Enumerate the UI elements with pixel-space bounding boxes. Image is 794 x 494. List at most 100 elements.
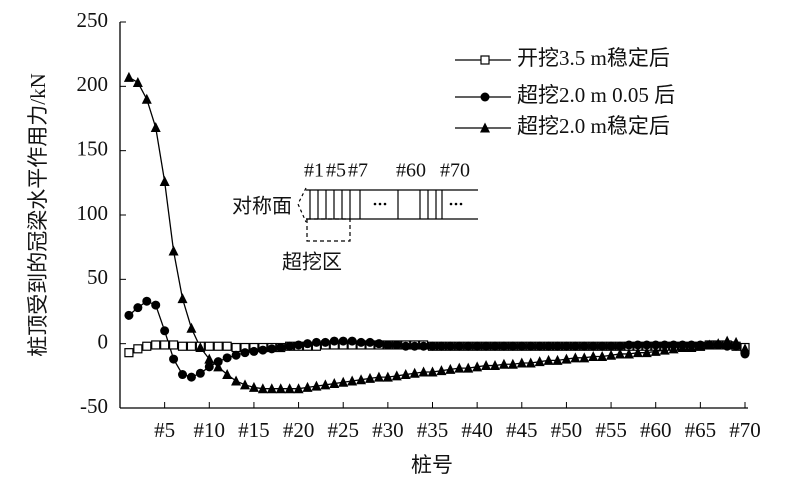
- marker: [204, 341, 214, 351]
- marker: [186, 322, 197, 333]
- dot: [454, 202, 458, 206]
- marker: [159, 176, 170, 187]
- marker: [623, 348, 634, 359]
- marker: [178, 370, 187, 380]
- marker: [258, 345, 268, 355]
- marker: [553, 341, 562, 351]
- marker: [650, 345, 661, 356]
- marker: [204, 353, 215, 364]
- dot: [383, 202, 387, 206]
- marker: [124, 310, 134, 320]
- marker: [516, 357, 527, 368]
- marker: [133, 303, 143, 313]
- marker: [588, 351, 599, 362]
- marker: [526, 341, 536, 351]
- marker: [543, 354, 554, 365]
- marker: [222, 369, 233, 380]
- marker: [231, 375, 242, 386]
- marker: [677, 342, 688, 353]
- marker: [722, 335, 733, 346]
- marker: [293, 383, 304, 394]
- series-line: [128, 76, 746, 390]
- marker: [132, 76, 143, 87]
- marker: [463, 341, 473, 351]
- marker: [267, 344, 277, 354]
- x-tick-label: #40: [461, 418, 493, 442]
- marker: [498, 358, 509, 369]
- marker: [409, 367, 420, 378]
- marker: [213, 361, 224, 372]
- marker: [123, 71, 134, 82]
- legend-marker: [480, 122, 490, 133]
- marker: [544, 341, 554, 351]
- marker: [222, 353, 232, 363]
- marker: [374, 339, 384, 349]
- marker: [436, 365, 447, 376]
- marker: [141, 93, 152, 104]
- marker: [481, 341, 491, 351]
- ellipsis: [373, 202, 463, 206]
- marker: [311, 380, 322, 391]
- marker: [436, 341, 446, 351]
- x-tick-label: #10: [194, 418, 226, 442]
- marker: [713, 338, 724, 349]
- y-tick-label: 150: [77, 136, 109, 160]
- marker: [740, 343, 750, 354]
- marker: [266, 383, 277, 394]
- marker: [490, 360, 500, 371]
- marker: [534, 356, 545, 367]
- marker: [481, 360, 492, 371]
- marker: [151, 340, 161, 350]
- marker: [615, 341, 625, 351]
- marker: [507, 358, 518, 369]
- marker: [508, 341, 518, 351]
- symmetry-line: [297, 187, 307, 223]
- marker: [142, 296, 152, 306]
- marker: [570, 352, 581, 363]
- y-tick-label: 50: [87, 265, 108, 289]
- marker: [160, 340, 170, 350]
- marker: [365, 337, 375, 347]
- marker: [338, 336, 348, 346]
- marker: [525, 357, 536, 368]
- marker: [615, 348, 625, 359]
- dot: [373, 202, 377, 206]
- marker: [222, 341, 232, 351]
- marker: [373, 371, 384, 382]
- marker: [177, 341, 188, 351]
- marker: [668, 343, 679, 354]
- marker: [428, 341, 437, 351]
- series-line: [128, 300, 746, 378]
- legend-marker: [480, 92, 490, 102]
- marker: [133, 344, 143, 354]
- marker: [186, 372, 196, 382]
- x-tick-label: #35: [417, 418, 449, 442]
- marker: [302, 381, 313, 392]
- marker: [276, 343, 286, 353]
- marker: [490, 341, 500, 351]
- marker: [248, 381, 259, 392]
- x-tick-label: #65: [685, 418, 717, 442]
- marker: [347, 375, 358, 386]
- marker: [142, 341, 152, 351]
- marker: [150, 122, 161, 133]
- marker: [597, 341, 607, 351]
- marker: [231, 350, 241, 360]
- y-tick-label: 250: [77, 8, 109, 32]
- inset-label: #70: [440, 160, 470, 182]
- marker: [329, 378, 340, 389]
- inset-label: #1: [304, 160, 324, 182]
- dot: [449, 202, 453, 206]
- x-tick-label: #55: [595, 418, 627, 442]
- marker: [561, 341, 571, 351]
- inset-label: 超挖区: [282, 251, 342, 274]
- marker: [642, 340, 652, 350]
- legend-label: 超挖2.0 m稳定后: [517, 114, 670, 138]
- overexcavation-zone: [306, 218, 351, 242]
- x-tick-label: #5: [154, 418, 175, 442]
- marker: [588, 341, 598, 351]
- y-tick-label: 0: [98, 329, 109, 353]
- marker: [517, 341, 527, 351]
- marker: [597, 351, 608, 362]
